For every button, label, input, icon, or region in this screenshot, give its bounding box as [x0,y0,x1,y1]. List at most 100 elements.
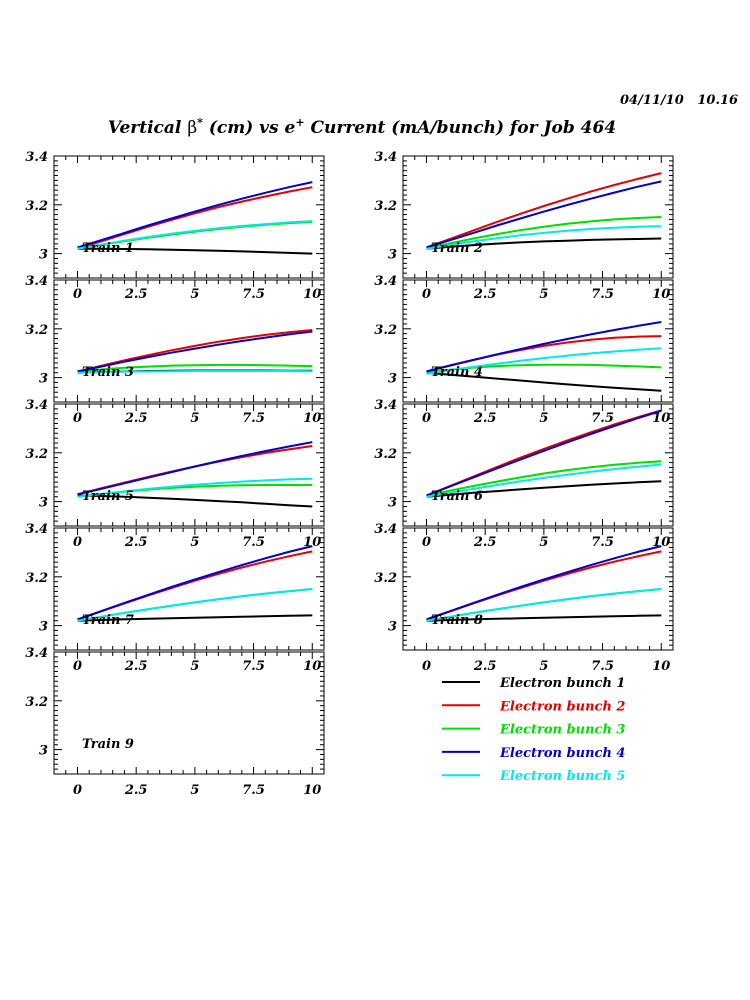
series-line-electron-bunch-5 [426,588,662,622]
x-tick-label: 0 [73,659,82,674]
train-label: Train 2 [431,241,483,256]
x-tick-label: 7.5 [242,535,265,550]
panel-train-8: 3 3.2 3.4 0 2.5 5 7.5 10 Train 8 [374,522,674,674]
x-tick-label: 0 [73,411,82,426]
x-tick-label: 10 [303,783,321,798]
x-tick-label: 2.5 [473,411,497,426]
y-tick-label: 3 [39,620,48,635]
x-tick-label: 0 [73,783,82,798]
x-tick-label: 7.5 [591,411,614,426]
x-tick-label: 5 [539,287,548,302]
series-line-electron-bunch-3 [426,216,662,250]
series-line-electron-bunch-4 [426,545,662,621]
series-line-electron-bunch-1 [77,247,313,255]
series-line-electron-bunch-4 [77,545,313,621]
panel-train-6: 3 3.2 3.4 0 2.5 5 7.5 10 Train 6 [374,398,674,550]
series-line-electron-bunch-1 [426,614,662,622]
x-tick-label: 0 [422,287,431,302]
y-tick-label: 3.4 [374,522,397,537]
y-tick-label: 3 [39,248,48,263]
panel-train-5: 3 3.2 3.4 0 2.5 5 7.5 10 Train 5 [25,398,325,550]
series-line-electron-bunch-2 [426,172,662,249]
panel-frame [402,403,674,527]
chart-title: Vertical β* (cm) vs e+ Current (mA/bunch… [108,116,616,138]
title-pre: Vertical [108,118,187,138]
x-tick-label: 5 [190,411,199,426]
y-tick-label: 3.2 [25,695,48,710]
legend-label: Electron bunch 5 [499,769,625,784]
series-line-electron-bunch-1 [426,371,662,392]
series-line-electron-bunch-1 [77,494,313,508]
x-tick-label: 7.5 [242,411,265,426]
panel-frame [53,527,325,651]
y-tick-label: 3 [39,744,48,759]
x-tick-label: 10 [303,287,321,302]
series-line-electron-bunch-4 [426,180,662,249]
x-tick-label: 10 [303,659,321,674]
x-tick-label: 0 [422,411,431,426]
x-tick-label: 10 [303,411,321,426]
x-tick-label: 7.5 [591,535,614,550]
train-label: Train 8 [431,613,483,628]
panel-frame [53,403,325,527]
train-label: Train 9 [82,737,134,752]
series-line-electron-bunch-4 [426,321,662,373]
panel-frame [402,155,674,279]
y-tick-label: 3.2 [25,571,48,586]
title-beta: β [187,118,197,138]
series-line-electron-bunch-5 [426,347,662,375]
series-line-electron-bunch-5 [77,588,313,622]
train-label: Train 4 [431,365,483,380]
x-tick-label: 10 [652,287,670,302]
series-line-electron-bunch-2 [77,186,313,250]
x-tick-label: 7.5 [591,659,614,674]
y-tick-label: 3.2 [374,199,397,214]
series-line-electron-bunch-4 [77,441,313,496]
x-tick-label: 7.5 [242,659,265,674]
x-tick-label: 2.5 [473,287,497,302]
series-line-electron-bunch-2 [77,329,313,373]
panel-train-9: 3 3.2 3.4 0 2.5 5 7.5 10 Train 9 [25,646,325,798]
series-line-electron-bunch-3 [77,363,313,373]
series-line-electron-bunch-1 [77,614,313,622]
x-tick-label: 7.5 [242,783,265,798]
series-line-electron-bunch-4 [426,409,662,497]
x-tick-label: 10 [652,659,670,674]
x-tick-label: 0 [422,659,431,674]
x-tick-label: 5 [539,411,548,426]
x-tick-label: 5 [539,659,548,674]
x-tick-label: 2.5 [124,411,148,426]
y-tick-label: 3.4 [25,274,48,289]
series-line-electron-bunch-1 [426,480,662,498]
train-label: Train 7 [82,613,134,628]
x-tick-label: 2.5 [124,659,148,674]
legend: Electron bunch 1 Electron bunch 2 Electron… [442,676,625,784]
date-time-stamp: 04/11/10 10.16 [620,93,738,108]
legend-label: Electron bunch 2 [499,699,625,714]
x-tick-label: 5 [190,535,199,550]
panel-train-3: 3 3.2 3.4 0 2.5 5 7.5 10 Train 3 [25,274,325,426]
y-tick-label: 3 [388,372,397,387]
train-label: Train 5 [82,489,134,504]
series-line-electron-bunch-1 [426,237,662,250]
y-tick-label: 3 [39,496,48,511]
stamp-time: 10.16 [697,93,739,108]
x-tick-label: 7.5 [242,287,265,302]
panels-group: 3 3.2 3.4 0 2.5 5 7.5 10 Train 1 3 3.2 3.4 0 2.5 5 7.5 1… [25,150,674,798]
legend-label: Electron bunch 4 [499,746,625,761]
y-tick-label: 3 [388,496,397,511]
y-tick-label: 3.4 [374,274,397,289]
x-tick-label: 10 [652,411,670,426]
x-tick-label: 5 [190,287,199,302]
x-tick-label: 2.5 [473,535,497,550]
series-line-electron-bunch-5 [77,477,313,498]
y-tick-label: 3 [388,620,397,635]
train-label: Train 6 [431,489,483,504]
x-tick-label: 7.5 [591,287,614,302]
panel-train-4: 3 3.2 3.4 0 2.5 5 7.5 10 Train 4 [374,274,674,426]
title-mid: (cm) vs e [203,118,296,138]
title-post: Current (mA/bunch) for Job 464 [305,118,617,138]
title-e-sup: + [295,116,304,129]
y-tick-label: 3.2 [374,447,397,462]
series-line-electron-bunch-2 [77,550,313,621]
